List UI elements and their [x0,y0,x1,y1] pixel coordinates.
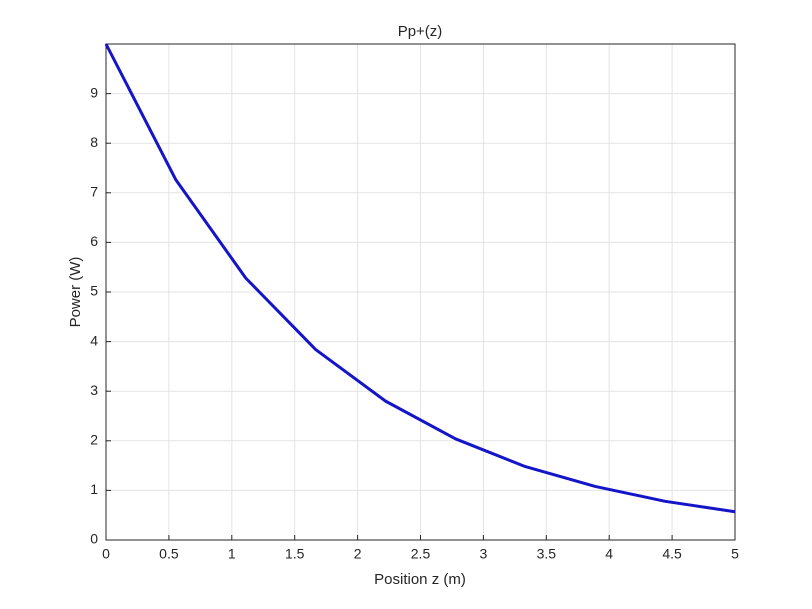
y-tick-label: 4 [90,332,98,348]
y-tick-label: 8 [90,134,98,150]
x-tick-label: 0 [102,546,110,562]
y-tick-label: 7 [90,184,98,200]
axes-box [105,43,736,541]
y-tick-label: 1 [90,481,98,497]
y-tick-label: 2 [90,432,98,448]
y-axis-label: Power (W) [67,257,84,328]
x-tick-label: 3.5 [537,546,557,562]
x-tick-label: 4.5 [662,546,682,562]
y-tick-label: 0 [90,531,98,547]
x-tick-label: 3 [480,546,488,562]
data-line [104,43,736,514]
y-tick-label: 9 [90,84,98,100]
x-tick-label: 1 [228,546,236,562]
x-tick-label: 2.5 [411,546,431,562]
x-tick-label: 4 [605,546,613,562]
x-tick-label: 1.5 [285,546,305,562]
chart-title: Pp+(z) [398,23,443,40]
x-tick-label: 0.5 [159,546,179,562]
x-axis-label: Position z (m) [374,571,466,588]
x-tick-label: 2 [354,546,362,562]
x-tick-label: 5 [731,546,739,562]
y-tick-label: 6 [90,233,98,249]
y-tick-label: 5 [90,283,98,299]
y-tick-label: 3 [90,382,98,398]
